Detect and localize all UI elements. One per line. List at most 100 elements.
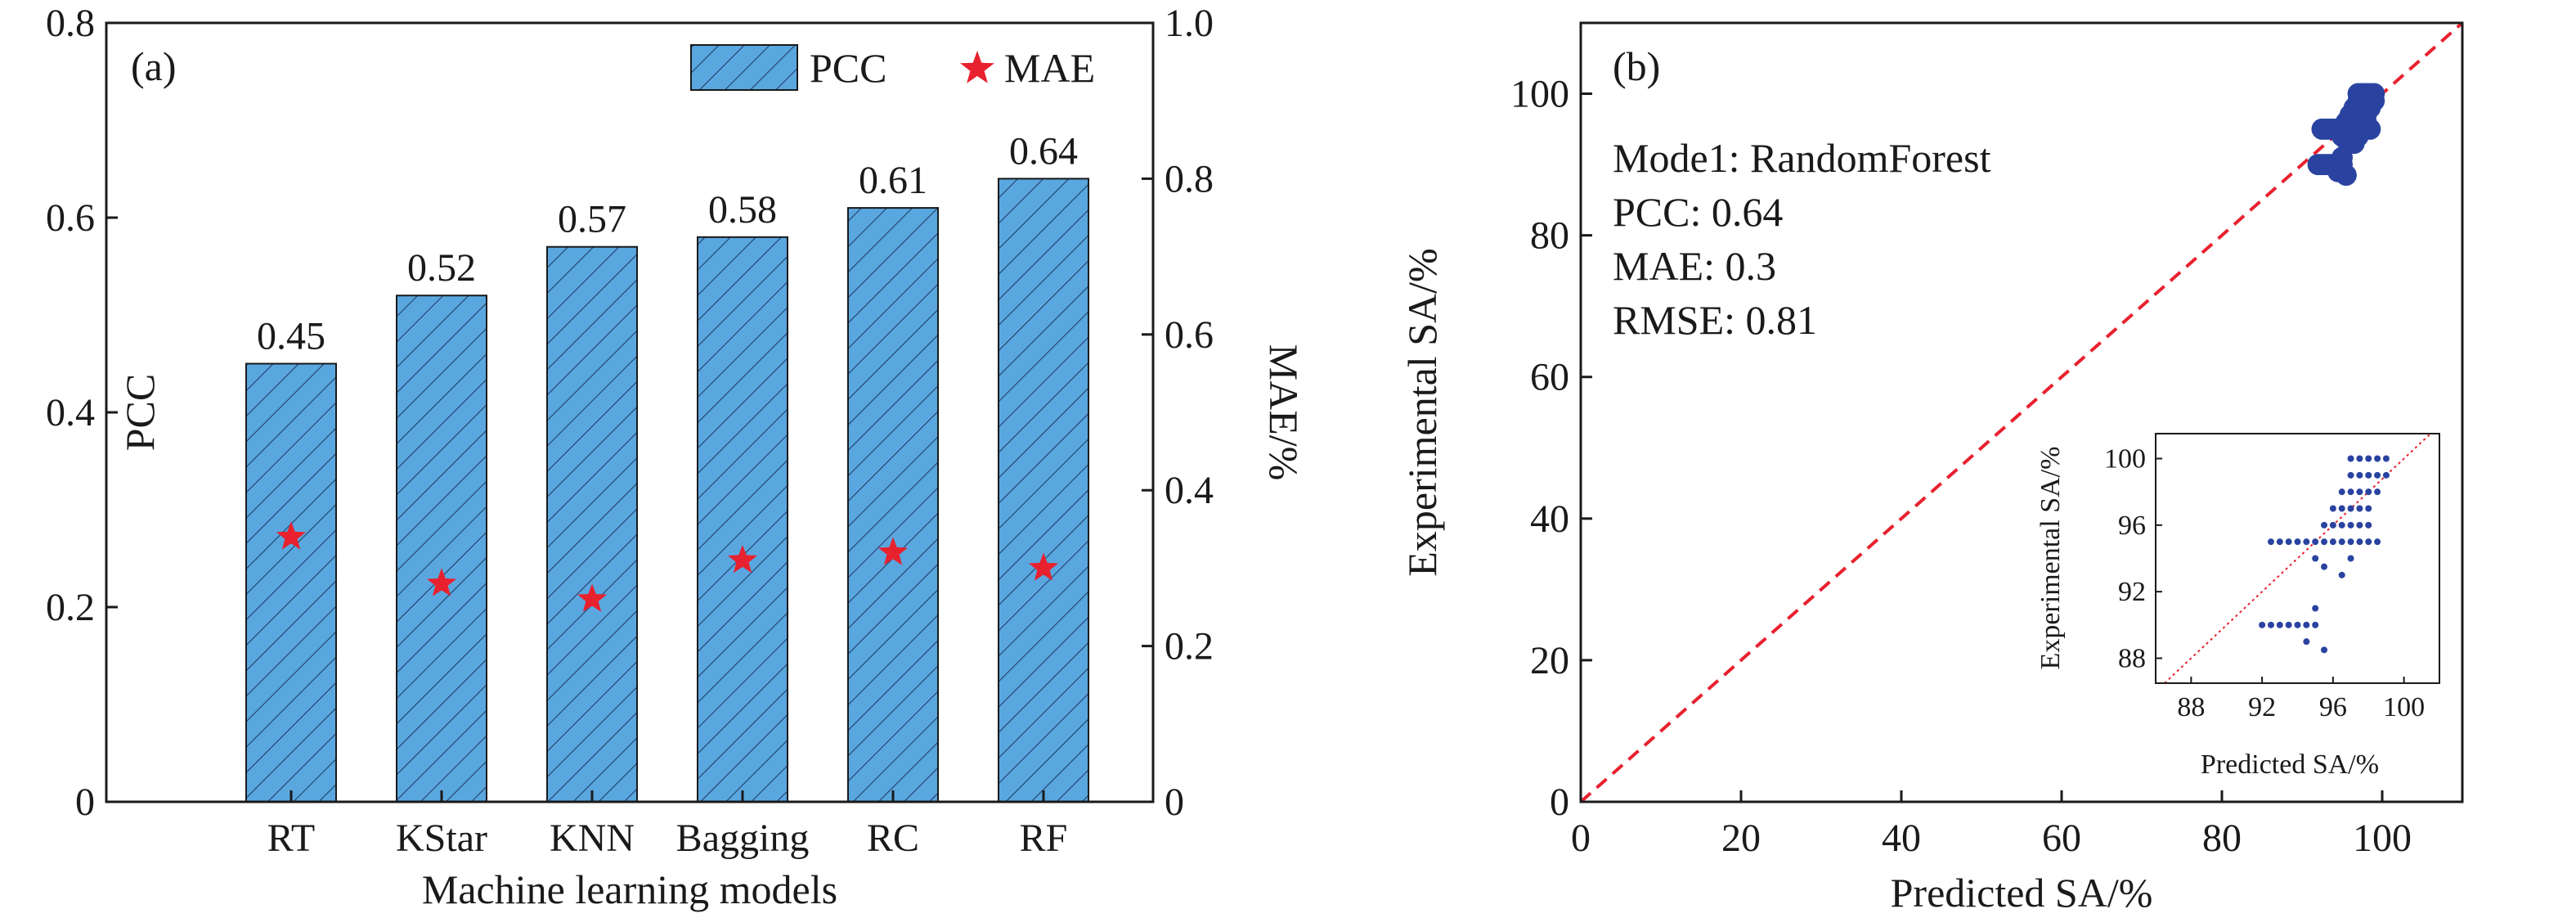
right-y-tick-label: 0.8 xyxy=(1165,157,1214,200)
inset-x-axis-title: Predicted SA/% xyxy=(2201,749,2379,780)
pcc-value-label: 0.52 xyxy=(407,246,476,290)
mae-marker-bagging xyxy=(727,544,758,574)
right-y-tick-label: 0.4 xyxy=(1165,469,1214,512)
inset-point xyxy=(2312,555,2319,562)
inset-point xyxy=(2365,521,2372,529)
panel-a: 0.45 0.52 0.57 0.58 0.61 0.64 0 0.2 0.4 0.6 0.8 0… xyxy=(46,2,1307,912)
mae-marker-rf xyxy=(1028,552,1059,581)
metric-mae: MAE: 0.3 xyxy=(1613,243,1776,289)
inset-point xyxy=(2347,538,2354,546)
inset-x-tick-label: 88 xyxy=(2177,692,2205,722)
inset-x-tick-label: 100 xyxy=(2383,692,2425,722)
inset-point xyxy=(2347,488,2354,496)
inset-point xyxy=(2267,538,2274,546)
inset-point xyxy=(2276,538,2283,546)
inset-point xyxy=(2365,538,2372,546)
inset-point xyxy=(2303,621,2310,628)
left-y-tick-label: 0.6 xyxy=(46,196,95,240)
scatter-point xyxy=(2355,111,2377,133)
inset-point xyxy=(2374,488,2381,496)
inset-plot: 88 92 96 100 88 92 96 100 Predicted SA/% Exper… xyxy=(2035,433,2440,780)
scatter-points xyxy=(2307,83,2385,187)
inset-point xyxy=(2356,488,2363,496)
mae-marker-series xyxy=(276,521,1059,612)
inset-point xyxy=(2267,621,2274,628)
mae-marker-kstar xyxy=(426,568,457,596)
inset-point xyxy=(2347,505,2354,512)
inset-point xyxy=(2347,471,2354,479)
inset-y-tick-label: 92 xyxy=(2118,577,2146,607)
inset-point xyxy=(2338,571,2345,578)
inset-point xyxy=(2259,621,2266,628)
metric-pcc: PCC: 0.64 xyxy=(1613,189,1783,235)
inset-point xyxy=(2329,521,2336,529)
model-metrics: Mode1: RandomForest PCC: 0.64 MAE: 0.3 R… xyxy=(1613,135,1991,343)
inset-point xyxy=(2347,455,2354,462)
inset-frame xyxy=(2155,433,2440,684)
b-y-tick-label: 80 xyxy=(1530,214,1569,258)
inset-point xyxy=(2321,538,2328,546)
inset-point xyxy=(2329,505,2336,512)
b-y-axis-title: Experimental SA/% xyxy=(1399,248,1445,576)
mae-marker-rc xyxy=(877,537,909,565)
scatter-point xyxy=(2363,83,2385,105)
legend-pcc-swatch xyxy=(690,44,798,91)
b-x-axis-title: Predicted SA/% xyxy=(1891,870,2153,916)
left-y-tick-label: 0 xyxy=(75,781,95,824)
legend-mae-label: MAE xyxy=(1004,45,1095,91)
left-y-tick-label: 0.2 xyxy=(46,586,95,629)
pcc-value-label: 0.45 xyxy=(257,315,325,358)
right-y-tick-label: 0.6 xyxy=(1165,313,1214,357)
inset-y-tick-label: 88 xyxy=(2118,644,2146,674)
inset-point xyxy=(2365,488,2372,496)
left-y-tick-label: 0.4 xyxy=(46,391,95,434)
b-y-tick-label: 20 xyxy=(1530,639,1569,682)
inset-point xyxy=(2365,455,2372,462)
b-x-tick-label: 0 xyxy=(1571,817,1591,860)
right-y-tick-label: 1.0 xyxy=(1165,2,1214,45)
mae-marker-rt xyxy=(276,521,307,550)
inset-point xyxy=(2329,538,2336,546)
inset-point xyxy=(2312,538,2319,546)
inset-point xyxy=(2356,455,2363,462)
y2-axis-title: MAE/% xyxy=(1261,344,1307,481)
b-y-tick-label: 0 xyxy=(1550,781,1569,824)
pcc-value-label: 0.57 xyxy=(558,198,626,241)
panel-b-plot-frame xyxy=(1579,21,2464,803)
scatter-point xyxy=(2331,146,2353,169)
b-y-tick-label: 60 xyxy=(1530,356,1569,399)
x-tick-label: RF xyxy=(1020,817,1068,860)
pcc-value-label: 0.61 xyxy=(859,159,927,202)
inset-point xyxy=(2338,538,2345,546)
inset-y-tick-label: 96 xyxy=(2118,511,2146,541)
b-x-tick-label: 100 xyxy=(2353,817,2412,860)
x-axis-title: Machine learning models xyxy=(422,866,837,912)
panel-b: 0 20 40 60 80 100 0 20 40 60 80 100 (b) Mode1: Ran… xyxy=(1399,21,2464,916)
x-tick-label: Bagging xyxy=(676,817,810,860)
inset-background xyxy=(2156,434,2439,683)
inset-point xyxy=(2374,471,2381,479)
left-y-tick-label: 0.8 xyxy=(46,2,95,45)
inset-point xyxy=(2276,621,2283,628)
inset-point xyxy=(2321,646,2328,654)
inset-y-tick-label: 100 xyxy=(2104,444,2146,475)
metric-rmse: RMSE: 0.81 xyxy=(1613,297,1817,343)
x-tick-label: KStar xyxy=(396,817,487,860)
inset-point xyxy=(2382,455,2390,462)
panel-a-label: (a) xyxy=(131,43,177,89)
inset-point xyxy=(2374,455,2381,462)
left-y-ticks: 0 0.2 0.4 0.6 0.8 xyxy=(46,2,118,824)
legend: PCC MAE xyxy=(690,44,1095,91)
inset-point xyxy=(2338,505,2345,512)
inset-scatter-points xyxy=(2259,455,2390,654)
inset-point xyxy=(2321,563,2328,570)
inset-point xyxy=(2365,505,2372,512)
pcc-bar-rf xyxy=(998,178,1089,803)
inset-point xyxy=(2285,538,2292,546)
inset-point xyxy=(2347,555,2354,562)
inset-point xyxy=(2365,471,2372,479)
b-x-tick-label: 80 xyxy=(2202,817,2242,860)
inset-point xyxy=(2338,521,2345,529)
x-tick-label: RT xyxy=(267,817,315,860)
inset-point xyxy=(2374,538,2381,546)
